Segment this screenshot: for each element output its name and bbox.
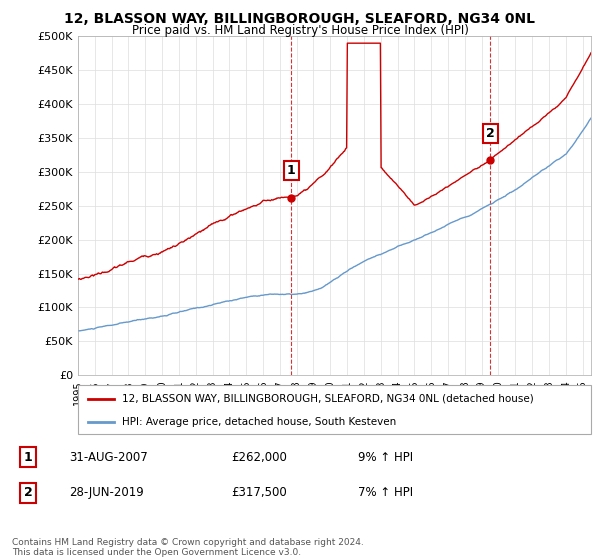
Text: 2: 2 [23, 486, 32, 500]
Text: Price paid vs. HM Land Registry's House Price Index (HPI): Price paid vs. HM Land Registry's House … [131, 24, 469, 37]
Text: Contains HM Land Registry data © Crown copyright and database right 2024.
This d: Contains HM Land Registry data © Crown c… [12, 538, 364, 557]
Text: 7% ↑ HPI: 7% ↑ HPI [358, 486, 413, 500]
Text: 9% ↑ HPI: 9% ↑ HPI [358, 451, 413, 464]
Text: 2: 2 [486, 127, 494, 140]
Text: 12, BLASSON WAY, BILLINGBOROUGH, SLEAFORD, NG34 0NL: 12, BLASSON WAY, BILLINGBOROUGH, SLEAFOR… [65, 12, 536, 26]
FancyBboxPatch shape [78, 385, 591, 434]
Text: 12, BLASSON WAY, BILLINGBOROUGH, SLEAFORD, NG34 0NL (detached house): 12, BLASSON WAY, BILLINGBOROUGH, SLEAFOR… [122, 394, 533, 404]
Text: 31-AUG-2007: 31-AUG-2007 [70, 451, 148, 464]
Text: 1: 1 [287, 164, 295, 178]
Text: 28-JUN-2019: 28-JUN-2019 [70, 486, 145, 500]
Text: £262,000: £262,000 [231, 451, 287, 464]
Text: £317,500: £317,500 [231, 486, 287, 500]
Text: 1: 1 [23, 451, 32, 464]
Text: HPI: Average price, detached house, South Kesteven: HPI: Average price, detached house, Sout… [122, 417, 396, 427]
